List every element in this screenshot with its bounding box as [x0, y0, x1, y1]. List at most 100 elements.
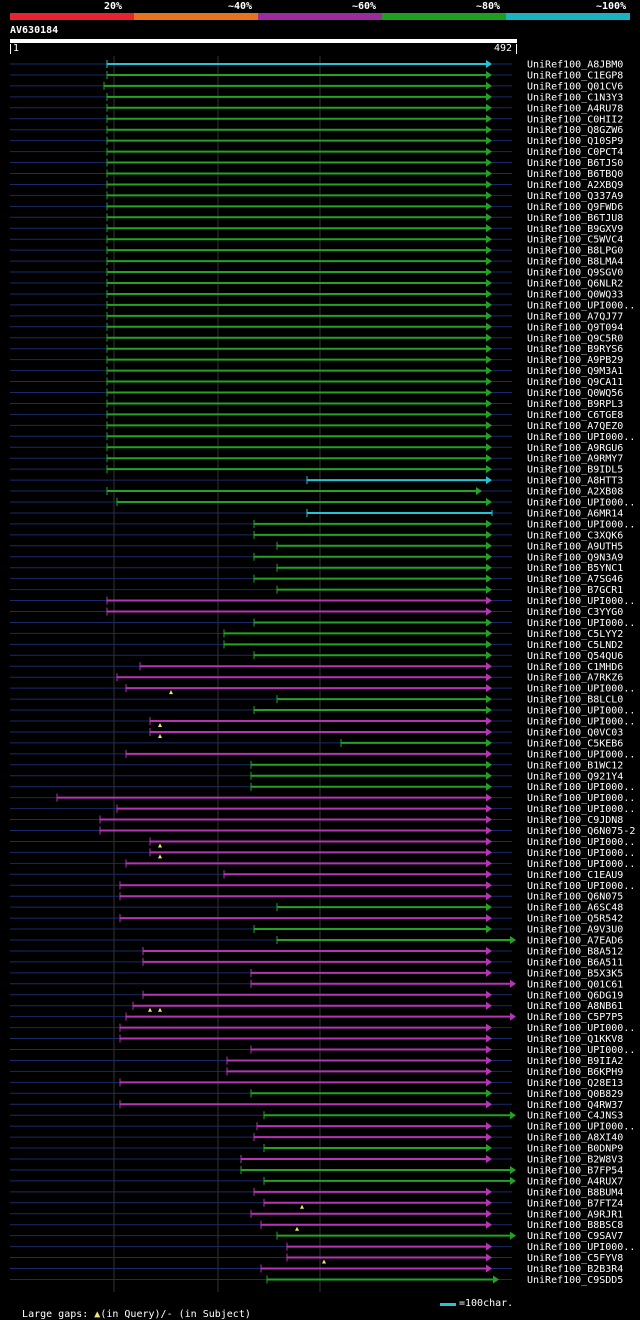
hit-label[interactable]: UniRef100_B6A511 — [527, 957, 623, 968]
hit-row[interactable]: UniRef100_B1WC12 — [10, 760, 623, 771]
hit-row[interactable]: UniRef100_B6TJS0 — [10, 158, 623, 169]
hit-row[interactable]: UniRef100_C1EAU9 — [10, 870, 623, 881]
hit-row[interactable]: UniRef100_C0HII2 — [10, 114, 623, 125]
hit-row[interactable]: UniRef100_B9RPL3 — [10, 399, 623, 410]
hit-row[interactable]: UniRef100_C5P7P5 — [10, 1012, 623, 1023]
hit-label[interactable]: UniRef100_C1EAU9 — [527, 870, 623, 881]
hit-label[interactable]: UniRef100_C1N3Y3 — [527, 92, 623, 103]
hit-row[interactable]: UniRef100_UPI000.. — [10, 804, 635, 815]
hit-row[interactable]: UniRef100_A7QJ77 — [10, 311, 623, 322]
hit-row[interactable]: UniRef100_A9RJR1 — [10, 1209, 623, 1220]
hit-label[interactable]: UniRef100_Q0VC03 — [527, 727, 623, 738]
hit-label[interactable]: UniRef100_UPI000.. — [527, 300, 635, 311]
hit-label[interactable]: UniRef100_UPI000.. — [527, 804, 635, 815]
hit-row[interactable]: UniRef100_Q0VC03 — [10, 727, 623, 738]
hit-row[interactable]: UniRef100_A7RKZ6 — [10, 673, 623, 684]
hit-label[interactable]: UniRef100_UPI000.. — [527, 684, 635, 695]
hit-label[interactable]: UniRef100_C1MHD6 — [527, 662, 623, 673]
hit-label[interactable]: UniRef100_UPI000.. — [527, 618, 635, 629]
hit-label[interactable]: UniRef100_A8XI40 — [527, 1133, 623, 1144]
hit-label[interactable]: UniRef100_A6SC48 — [527, 903, 623, 914]
hit-row[interactable]: UniRef100_Q6DG19 — [10, 990, 623, 1001]
hit-row[interactable]: UniRef100_C1MHD6 — [10, 662, 623, 673]
hit-label[interactable]: UniRef100_UPI000.. — [527, 837, 635, 848]
hit-row[interactable]: UniRef100_Q8GZW6 — [10, 125, 623, 136]
hit-row[interactable]: UniRef100_B7FP54 — [10, 1165, 623, 1176]
hit-label[interactable]: UniRef100_B7FTZ4 — [527, 1198, 623, 1209]
hit-row[interactable]: UniRef100_Q0WQ33 — [10, 289, 623, 300]
hit-label[interactable]: UniRef100_B1WC12 — [527, 760, 623, 771]
hit-label[interactable]: UniRef100_Q10SP9 — [527, 136, 623, 147]
hit-row[interactable]: UniRef100_UPI000.. — [10, 1045, 635, 1056]
hit-row[interactable]: UniRef100_Q921Y4 — [10, 771, 623, 782]
hit-row[interactable]: UniRef100_B6KPH9 — [10, 1067, 623, 1078]
hit-label[interactable]: UniRef100_B5YNC1 — [527, 563, 623, 574]
hit-row[interactable]: UniRef100_B8BSC8 — [10, 1220, 623, 1231]
hit-row[interactable]: UniRef100_Q54QU6 — [10, 651, 623, 662]
hit-row[interactable]: UniRef100_B9IDL5 — [10, 465, 623, 476]
hit-label[interactable]: UniRef100_Q5R542 — [527, 914, 623, 925]
hit-row[interactable]: UniRef100_B6A511 — [10, 957, 623, 968]
hit-label[interactable]: UniRef100_C4JNS3 — [527, 1111, 623, 1122]
hit-row[interactable]: UniRef100_C6TGE8 — [10, 410, 623, 421]
hit-label[interactable]: UniRef100_A8JBM0 — [527, 60, 623, 71]
hit-row[interactable]: UniRef100_Q28E13 — [10, 1078, 623, 1089]
hit-row[interactable]: UniRef100_B6TJU8 — [10, 213, 623, 224]
hit-label[interactable]: UniRef100_A2XBQ9 — [527, 180, 623, 191]
hit-label[interactable]: UniRef100_UPI000.. — [527, 1023, 635, 1034]
hit-label[interactable]: UniRef100_A8HTT3 — [527, 476, 623, 487]
hit-label[interactable]: UniRef100_Q6N075-2 — [527, 826, 635, 837]
hit-row[interactable]: UniRef100_UPI000.. — [10, 300, 635, 311]
hit-row[interactable]: UniRef100_A9PB29 — [10, 355, 623, 366]
hit-row[interactable]: UniRef100_B0DNP9 — [10, 1144, 623, 1155]
hit-label[interactable]: UniRef100_B8BSC8 — [527, 1220, 623, 1231]
hit-row[interactable]: UniRef100_Q9T094 — [10, 322, 623, 333]
hit-row[interactable]: UniRef100_B8LCL0 — [10, 695, 623, 706]
hit-label[interactable]: UniRef100_C5WVC4 — [527, 235, 623, 246]
hit-label[interactable]: UniRef100_Q921Y4 — [527, 771, 623, 782]
hit-label[interactable]: UniRef100_B7FP54 — [527, 1165, 623, 1176]
hit-label[interactable]: UniRef100_B9IIA2 — [527, 1056, 623, 1067]
hit-row[interactable]: UniRef100_Q4RW37 — [10, 1100, 623, 1111]
hit-label[interactable]: UniRef100_B8BUM4 — [527, 1187, 623, 1198]
hit-label[interactable]: UniRef100_Q9N3A9 — [527, 552, 623, 563]
hit-row[interactable]: UniRef100_UPI000.. — [10, 1122, 635, 1133]
hit-row[interactable]: UniRef100_Q5R542 — [10, 914, 623, 925]
hit-label[interactable]: UniRef100_A6MR14 — [527, 508, 623, 519]
hit-row[interactable]: UniRef100_A4RUX7 — [10, 1176, 623, 1187]
hit-row[interactable]: UniRef100_C4JNS3 — [10, 1111, 623, 1122]
hit-label[interactable]: UniRef100_UPI000.. — [527, 432, 635, 443]
hit-row[interactable]: UniRef100_UPI000.. — [10, 498, 635, 509]
hit-label[interactable]: UniRef100_UPI000.. — [527, 498, 635, 509]
hit-row[interactable]: UniRef100_B6TBQ0 — [10, 169, 623, 180]
hit-row[interactable]: UniRef100_UPI000.. — [10, 1023, 635, 1034]
hit-label[interactable]: UniRef100_A9RGU6 — [527, 443, 623, 454]
hit-row[interactable]: UniRef100_C5LND2 — [10, 640, 623, 651]
hit-row[interactable]: UniRef100_C5KEB6 — [10, 738, 623, 749]
hit-label[interactable]: UniRef100_A9RMY7 — [527, 454, 623, 465]
hit-row[interactable]: UniRef100_C5FYV8 — [10, 1253, 623, 1264]
hit-row[interactable]: UniRef100_Q10SP9 — [10, 136, 623, 147]
hit-label[interactable]: UniRef100_UPI000.. — [527, 596, 635, 607]
hit-row[interactable]: UniRef100_UPI000.. — [10, 793, 635, 804]
hit-row[interactable]: UniRef100_C1N3Y3 — [10, 92, 623, 103]
hit-row[interactable]: UniRef100_A9RGU6 — [10, 443, 623, 454]
hit-row[interactable]: UniRef100_A8JBM0 — [10, 60, 623, 71]
hit-label[interactable]: UniRef100_Q6N075 — [527, 892, 623, 903]
hit-row[interactable]: UniRef100_B8LMA4 — [10, 257, 623, 268]
hit-row[interactable]: UniRef100_Q0WQ56 — [10, 388, 623, 399]
hit-row[interactable]: UniRef100_A2XB08 — [10, 487, 623, 498]
hit-row[interactable]: UniRef100_A9V3U0 — [10, 925, 623, 936]
hit-row[interactable]: UniRef100_B7FTZ4 — [10, 1198, 623, 1209]
hit-row[interactable]: UniRef100_B5YNC1 — [10, 563, 623, 574]
hit-label[interactable]: UniRef100_Q6NLR2 — [527, 279, 623, 290]
hit-label[interactable]: UniRef100_UPI000.. — [527, 717, 635, 728]
hit-label[interactable]: UniRef100_B8LMA4 — [527, 257, 623, 268]
hit-label[interactable]: UniRef100_C5LYY2 — [527, 629, 623, 640]
hit-label[interactable]: UniRef100_A9PB29 — [527, 355, 623, 366]
hit-row[interactable]: UniRef100_UPI000.. — [10, 749, 635, 760]
hit-label[interactable]: UniRef100_B8LPG0 — [527, 246, 623, 257]
hit-row[interactable]: UniRef100_UPI000.. — [10, 706, 635, 717]
hit-row[interactable]: UniRef100_A9RMY7 — [10, 454, 623, 465]
hit-label[interactable]: UniRef100_Q54QU6 — [527, 651, 623, 662]
